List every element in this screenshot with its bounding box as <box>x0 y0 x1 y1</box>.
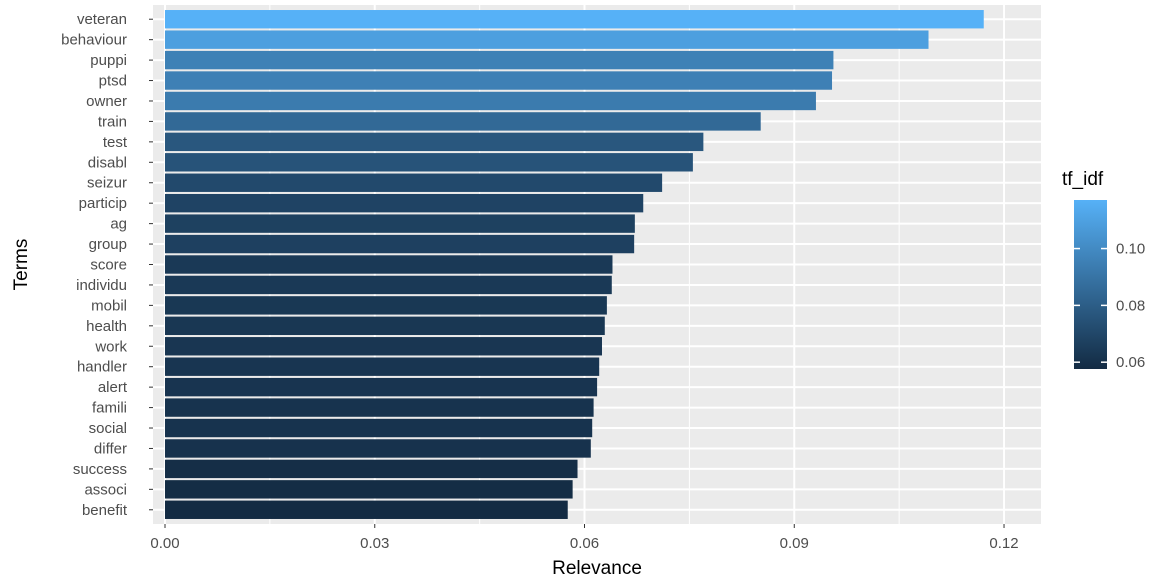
bar-score <box>165 255 613 274</box>
legend-ticks: 0.06 0.08 0.10 <box>1074 241 1145 371</box>
y-tick-label: train <box>98 113 127 130</box>
bar-ptsd <box>165 71 833 90</box>
y-tick-label: puppi <box>90 52 127 69</box>
legend-colorbar <box>1074 200 1107 369</box>
y-tick-label: ag <box>110 216 127 233</box>
y-tick-label: seizur <box>87 175 127 192</box>
legend-tick-label: 0.10 <box>1116 241 1145 258</box>
legend-tick-label: 0.08 <box>1116 297 1145 314</box>
bar-success <box>165 459 578 479</box>
y-tick-label: famili <box>92 400 127 417</box>
y-tick-label: mobil <box>91 297 127 314</box>
bar-ag <box>165 214 635 233</box>
y-tick-label: disabl <box>88 154 127 171</box>
bar-mobil <box>165 296 607 315</box>
y-tick-label: behaviour <box>61 32 127 49</box>
bar-puppi <box>165 50 834 70</box>
y-tick-label: ptsd <box>99 73 127 90</box>
bars <box>165 10 984 519</box>
y-axis-title: Terms <box>11 239 32 291</box>
bar-particip <box>165 193 644 213</box>
x-tick-label: 0.06 <box>570 535 599 552</box>
bar-behaviour <box>165 30 929 49</box>
bar-test <box>165 132 704 152</box>
legend-tick-label: 0.06 <box>1116 354 1145 371</box>
bar-work <box>165 337 602 356</box>
bar-differ <box>165 439 591 458</box>
y-tick-label: test <box>103 134 128 151</box>
y-tick-label: group <box>89 236 127 253</box>
y-tick-labels: veteran behaviour puppi ptsd owner train test d… <box>61 11 153 519</box>
bar-veteran <box>165 10 984 29</box>
bar-benefit <box>165 500 568 519</box>
x-tick-label: 0.09 <box>780 535 809 552</box>
bar-famili <box>165 398 594 417</box>
bar-social <box>165 418 593 438</box>
x-axis-title: Relevance <box>552 558 642 579</box>
x-tick-label: 0.00 <box>150 535 179 552</box>
y-tick-label: benefit <box>82 502 128 519</box>
x-tick-label: 0.03 <box>360 535 389 552</box>
y-tick-label: success <box>73 461 127 478</box>
y-tick-label: veteran <box>77 11 127 28</box>
y-tick-label: work <box>94 338 127 355</box>
y-tick-label: individu <box>76 277 127 294</box>
legend: tf_idf 0.06 0.08 0.10 <box>1062 169 1145 371</box>
bar-owner <box>165 91 816 111</box>
y-tick-label: associ <box>84 481 127 498</box>
bar-handler <box>165 357 600 376</box>
y-tick-label: handler <box>77 359 127 376</box>
y-tick-label: health <box>86 318 127 335</box>
bar-disabl <box>165 153 693 172</box>
bar-train <box>165 112 761 131</box>
bar-group <box>165 234 635 254</box>
y-tick-label: differ <box>94 440 127 457</box>
y-tick-label: score <box>90 257 127 274</box>
bar-individu <box>165 275 612 295</box>
bar-seizur <box>165 173 663 192</box>
y-tick-label: particip <box>79 195 127 212</box>
x-tick-label: 0.12 <box>989 535 1018 552</box>
y-tick-label: social <box>89 420 127 437</box>
bar-associ <box>165 480 573 499</box>
bar-alert <box>165 377 598 397</box>
y-tick-label: alert <box>98 379 128 396</box>
bar-health <box>165 316 605 336</box>
x-tick-labels: 0.00 0.03 0.06 0.09 0.12 <box>150 524 1019 552</box>
legend-title: tf_idf <box>1062 169 1104 190</box>
y-tick-label: owner <box>86 93 127 110</box>
